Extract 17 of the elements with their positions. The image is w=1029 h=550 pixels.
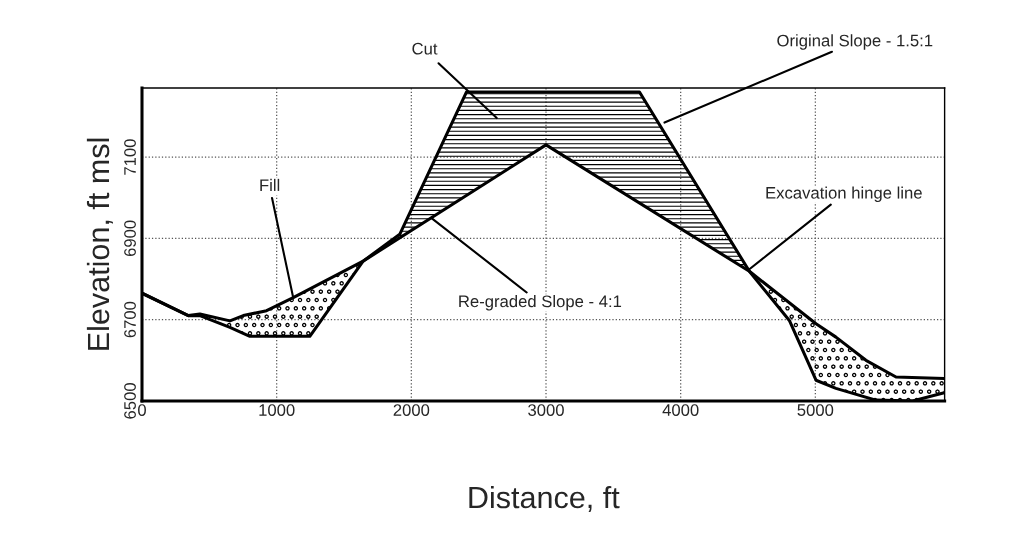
x-tick-label: 3000 [528, 404, 564, 416]
annotation: Excavation hinge line [766, 186, 922, 203]
x-tick-label: 5000 [797, 404, 834, 416]
y-tick-label: 6900 [124, 220, 136, 257]
annotation: Fill [260, 178, 280, 191]
text: Cut [412, 42, 438, 55]
annotation: Re-graded Slope - 4:1 [459, 295, 622, 311]
x-axis-title: Distance, ft [469, 485, 620, 512]
x-tick-label: 4000 [662, 404, 699, 416]
y-axis-title: Elevation, ft msl [86, 138, 113, 350]
y-tick-label: 7100 [124, 139, 136, 175]
annotation: Original Slope - 1.5:1 [777, 34, 933, 50]
x-tick-label: 2000 [393, 404, 430, 416]
y-tick-label: 6500 [124, 383, 136, 419]
x-tick-label: 0 [138, 404, 146, 416]
x-tick-label: 1000 [259, 404, 295, 416]
y-tick-label: 6700 [124, 301, 136, 338]
